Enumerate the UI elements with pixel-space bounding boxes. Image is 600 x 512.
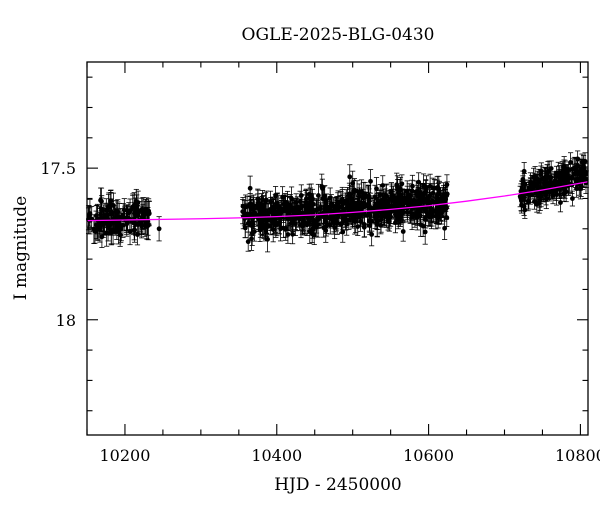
data-point	[349, 191, 355, 211]
data-point	[331, 197, 337, 216]
data-point	[545, 161, 551, 183]
data-point	[399, 174, 405, 194]
x-tick-label: 10400	[251, 446, 302, 465]
data-point	[245, 231, 251, 252]
data-point	[156, 216, 162, 242]
data-point	[386, 210, 392, 232]
data-point	[566, 161, 572, 178]
data-point	[344, 192, 350, 216]
data-point	[315, 183, 322, 208]
y-axis-label: I magnitude	[11, 196, 31, 300]
data-point	[557, 192, 564, 213]
data-point	[530, 177, 536, 200]
data-point	[366, 196, 373, 216]
data-point	[577, 169, 583, 191]
data-point	[427, 173, 433, 199]
data-point	[367, 216, 373, 236]
data-point	[569, 190, 576, 207]
data-point	[287, 207, 293, 230]
data-point	[299, 194, 305, 219]
chart-title: OGLE-2025-BLG-0430	[242, 25, 435, 45]
data-point	[264, 226, 271, 253]
data-point	[94, 203, 101, 234]
y-tick-label: 17.5	[40, 159, 76, 178]
y-tick-label: 18	[56, 311, 76, 330]
data-point	[417, 191, 423, 213]
data-point	[268, 199, 274, 225]
data-point	[442, 187, 448, 208]
data-point	[347, 164, 353, 190]
data-point	[303, 189, 309, 215]
data-point	[291, 202, 298, 226]
data-point	[324, 199, 330, 219]
data-point	[426, 206, 432, 227]
data-point	[306, 199, 312, 218]
data-point	[436, 180, 442, 207]
x-tick-label: 10800	[555, 446, 600, 465]
data-point	[434, 179, 441, 198]
model-curve	[86, 181, 589, 222]
data-point	[400, 202, 406, 224]
data-point	[404, 180, 410, 203]
x-tick-label: 10600	[403, 446, 454, 465]
x-axis-label: HJD - 2450000	[274, 475, 402, 495]
data-point	[400, 221, 406, 242]
data-point	[527, 172, 534, 194]
data-point	[323, 211, 330, 234]
data-point	[320, 187, 326, 211]
data-point	[300, 212, 306, 234]
data-point	[421, 182, 428, 203]
data-point	[139, 213, 145, 239]
data-point	[311, 225, 317, 246]
data-point	[547, 167, 554, 190]
data-point	[281, 194, 287, 214]
data-point	[307, 218, 313, 244]
plot-frame	[86, 61, 589, 436]
data-point	[127, 198, 133, 223]
data-point	[350, 170, 356, 196]
data-point	[420, 215, 426, 237]
data-point	[394, 175, 401, 200]
data-point	[385, 189, 391, 212]
data-point	[542, 183, 548, 202]
data-point	[356, 183, 362, 203]
data-point	[339, 189, 345, 216]
data-point	[146, 201, 152, 227]
data-point	[558, 163, 564, 183]
data-point	[92, 218, 98, 244]
data-point	[367, 169, 374, 194]
data-point	[534, 178, 540, 196]
data-point	[567, 152, 574, 173]
data-point	[133, 188, 139, 215]
model-curve-layer	[86, 181, 589, 222]
data-point	[428, 198, 434, 224]
data-point	[388, 183, 394, 203]
axis-ticks: 10200 10400 10600 10800 17.5 18	[40, 62, 600, 465]
data-point	[250, 204, 256, 225]
data-point	[573, 163, 580, 180]
data-point	[382, 193, 388, 216]
data-point	[397, 185, 404, 206]
data-points-layer	[85, 150, 589, 253]
data-point	[240, 204, 246, 230]
data-point	[123, 204, 129, 232]
x-tick-label: 10200	[100, 446, 151, 465]
data-point	[255, 193, 261, 219]
data-point	[518, 185, 524, 211]
data-point	[438, 201, 445, 225]
data-point	[357, 206, 363, 227]
data-point	[538, 165, 544, 184]
